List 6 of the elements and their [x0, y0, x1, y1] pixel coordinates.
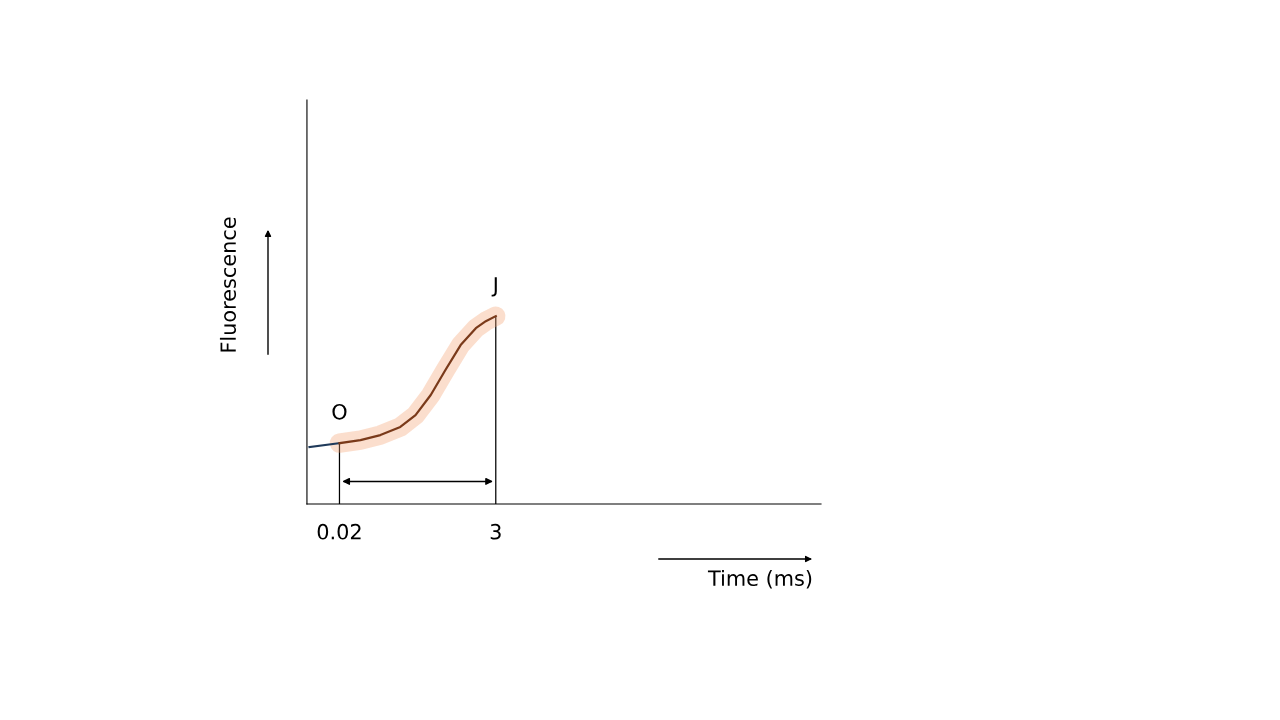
x-tick-label: 3 — [490, 523, 501, 540]
annotation: O — [332, 403, 347, 420]
annotation: J — [491, 277, 497, 297]
x-axis-title: Time (ms) — [707, 569, 812, 589]
y-axis-title: Fluorescence — [219, 217, 237, 352]
x-tick-label: 0.02 — [317, 523, 361, 540]
